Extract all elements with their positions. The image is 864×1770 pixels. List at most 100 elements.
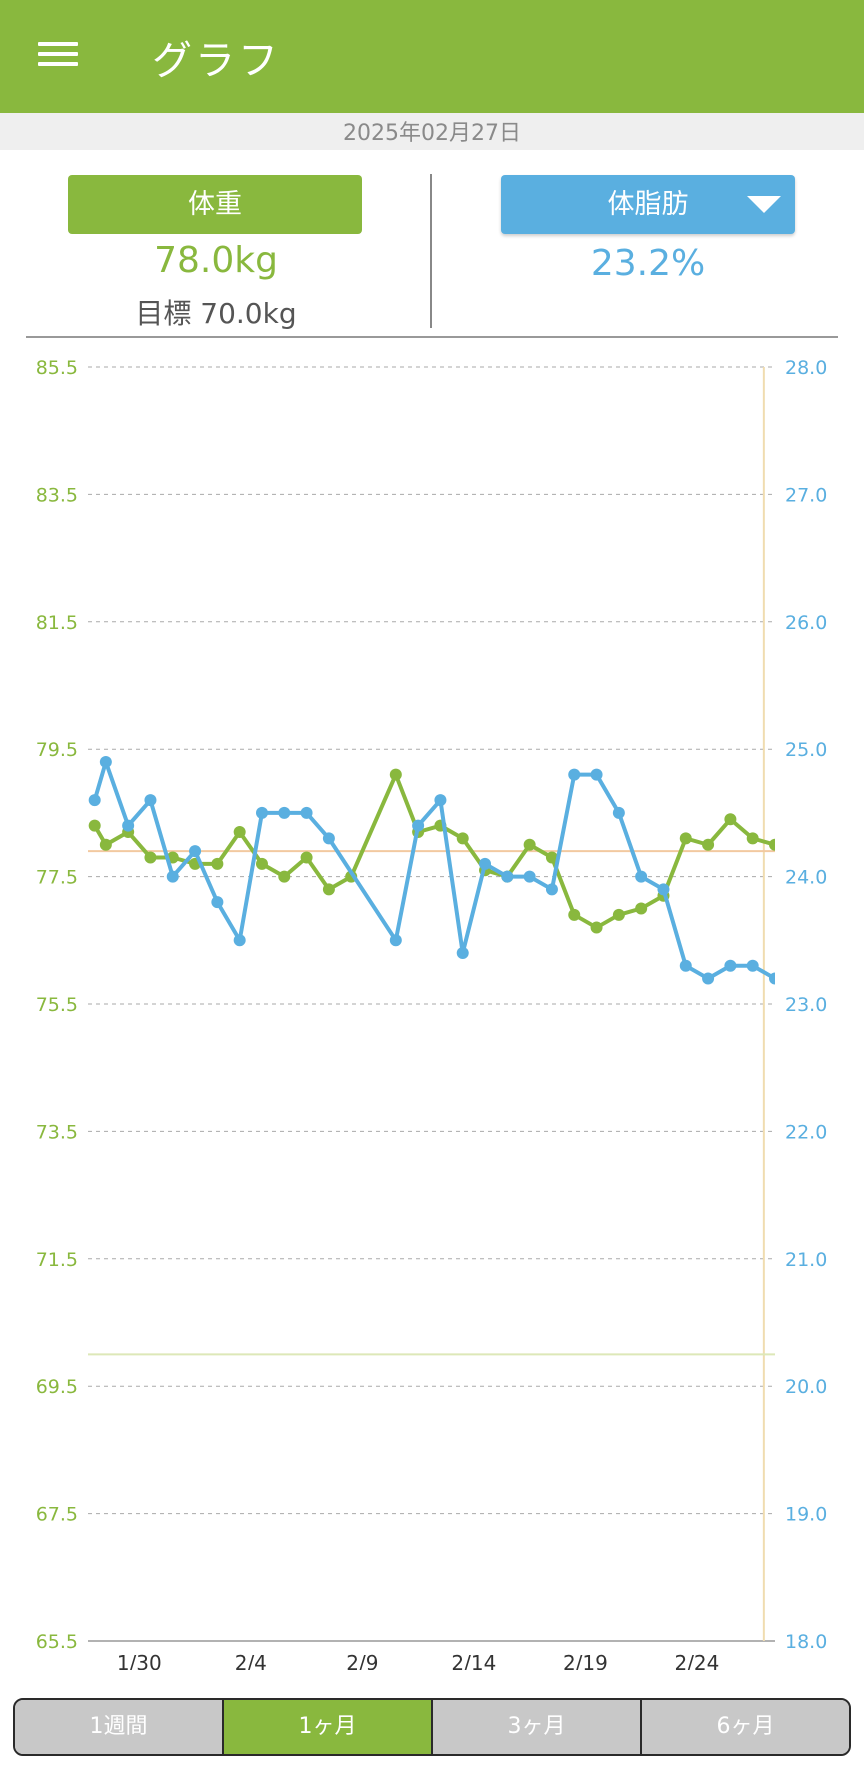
x-tick-label: 1/30 <box>117 1651 162 1670</box>
body-fat-data-point <box>545 883 558 896</box>
weight-value: 78.0kg <box>154 240 278 281</box>
body-fat-data-point <box>99 755 112 768</box>
y-right-tick-label: 21.0 <box>785 1249 827 1271</box>
weight-panel: 体重 78.0kg 目標 70.0kg <box>0 150 432 335</box>
body-fat-data-point <box>769 972 775 985</box>
y-right-tick-label: 25.0 <box>785 739 827 761</box>
weight-data-point <box>456 832 469 845</box>
body-fat-data-point <box>523 870 536 883</box>
x-tick-label: 2/19 <box>563 1651 608 1670</box>
body-fat-data-point <box>479 857 492 870</box>
y-left-tick-label: 65.5 <box>36 1631 78 1653</box>
weight-data-point <box>679 832 692 845</box>
weight-data-point <box>590 921 603 934</box>
period-tab-3months[interactable]: 3ヶ月 <box>433 1700 642 1754</box>
x-tick-label: 2/9 <box>346 1651 378 1670</box>
weight-data-point <box>523 838 536 851</box>
body-fat-data-point <box>679 959 692 972</box>
body-fat-data-point <box>501 870 514 883</box>
weight-data-point <box>211 857 224 870</box>
body-fat-data-point <box>780 960 792 972</box>
app-bar: グラフ <box>0 0 864 113</box>
target-value: 70.0kg <box>200 297 297 330</box>
body-fat-data-point <box>122 819 135 832</box>
y-left-tick-label: 69.5 <box>36 1376 78 1398</box>
weight-data-point <box>144 851 157 864</box>
body-fat-data-point <box>635 870 648 883</box>
y-right-tick-label: 22.0 <box>785 1121 827 1143</box>
y-left-tick-label: 71.5 <box>36 1249 78 1271</box>
body-fat-data-point <box>412 819 425 832</box>
body-fat-data-point <box>389 934 402 947</box>
body-fat-data-point <box>255 806 268 819</box>
y-right-tick-label: 26.0 <box>785 612 827 634</box>
body-fat-panel: 体脂肪 23.2% <box>432 150 864 335</box>
y-left-tick-label: 73.5 <box>36 1121 78 1143</box>
weight-button[interactable]: 体重 <box>68 175 362 234</box>
body-fat-data-point <box>300 806 313 819</box>
body-fat-data-point <box>233 934 246 947</box>
period-tab-6months[interactable]: 6ヶ月 <box>642 1700 849 1754</box>
y-left-tick-label: 83.5 <box>36 484 78 506</box>
weight-data-point <box>300 851 313 864</box>
body-fat-data-point <box>88 794 101 807</box>
weight-data-point <box>724 813 737 826</box>
body-fat-data-point <box>590 768 603 781</box>
body-fat-data-point <box>746 959 759 972</box>
body-fat-data-point <box>211 896 224 909</box>
y-left-tick-label: 85.5 <box>36 357 78 379</box>
header-divider <box>26 336 838 338</box>
y-right-tick-label: 18.0 <box>785 1631 827 1653</box>
hamburger-menu-icon[interactable] <box>30 28 90 80</box>
body-fat-data-point <box>322 832 335 845</box>
body-fat-data-point <box>456 947 469 960</box>
weight-data-point <box>780 839 792 851</box>
period-tab-1week[interactable]: 1週間 <box>15 1700 224 1754</box>
y-left-tick-label: 75.5 <box>36 994 78 1016</box>
weight-data-point <box>278 870 291 883</box>
y-left-tick-label: 81.5 <box>36 612 78 634</box>
y-right-tick-label: 27.0 <box>785 484 827 506</box>
body-fat-data-point <box>434 794 447 807</box>
y-right-tick-label: 20.0 <box>785 1376 827 1398</box>
weight-data-point <box>389 768 402 781</box>
y-left-tick-label: 77.5 <box>36 867 78 889</box>
body-fat-data-point <box>278 806 291 819</box>
x-tick-label: 2/4 <box>235 1651 267 1670</box>
y-left-tick-label: 67.5 <box>36 1504 78 1526</box>
y-right-tick-label: 19.0 <box>785 1504 827 1526</box>
body-fat-dropdown-button[interactable]: 体脂肪 <box>501 175 795 234</box>
target-weight: 目標 70.0kg <box>0 292 432 332</box>
weight-bodyfat-chart: 85.5 28.0 83.5 27.0 81.5 26.0 79.5 25.0 77.5 24.0… <box>36 357 828 1670</box>
y-left-tick-label: 79.5 <box>36 739 78 761</box>
period-selector: 1週間 1ヶ月 3ヶ月 6ヶ月 <box>13 1698 851 1756</box>
page-title: グラフ <box>152 38 281 84</box>
weight-data-point <box>255 857 268 870</box>
body-fat-data-point <box>144 794 157 807</box>
weight-data-point <box>233 826 246 839</box>
y-right-tick-label: 28.0 <box>785 357 827 379</box>
weight-data-point <box>769 838 775 851</box>
body-fat-value: 23.2% <box>590 243 706 284</box>
y-right-tick-label: 24.0 <box>785 867 827 889</box>
weight-data-point <box>545 851 558 864</box>
body-fat-data-point <box>702 972 715 985</box>
current-date: 2025年02月27日 <box>0 113 864 150</box>
weight-data-point <box>612 908 625 921</box>
x-tick-label: 2/24 <box>674 1651 719 1670</box>
triangle-down-icon <box>747 196 781 213</box>
weight-data-point <box>99 838 112 851</box>
panel-divider <box>430 174 432 328</box>
weight-data-point <box>322 883 335 896</box>
body-fat-data-point <box>166 870 179 883</box>
weight-data-point <box>568 908 581 921</box>
period-tab-1month[interactable]: 1ヶ月 <box>224 1700 433 1754</box>
body-fat-data-point <box>189 845 202 858</box>
weight-data-point <box>635 902 648 915</box>
body-fat-data-point <box>568 768 581 781</box>
weight-data-point <box>702 838 715 851</box>
body-fat-data-point <box>612 806 625 819</box>
body-fat-button-label: 体脂肪 <box>607 189 689 220</box>
y-right-tick-label: 23.0 <box>785 994 827 1016</box>
